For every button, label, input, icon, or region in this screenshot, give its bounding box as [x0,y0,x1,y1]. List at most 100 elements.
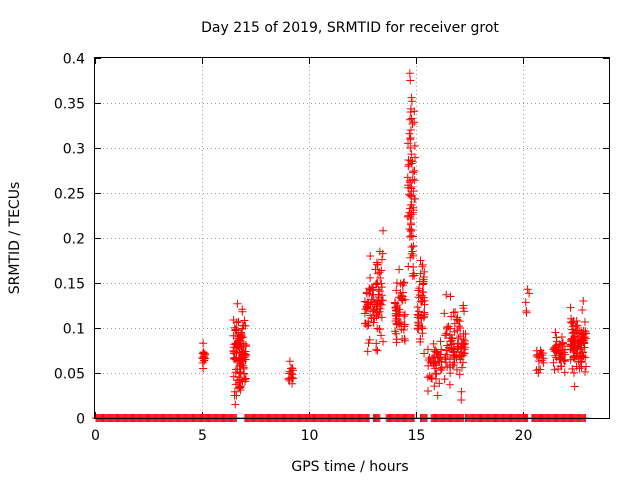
data-point [285,357,294,366]
data-point [391,299,400,308]
data-point [581,367,590,376]
data-point [375,325,384,334]
data-point [374,290,383,299]
data-point [579,338,588,347]
data-point [420,310,429,319]
data-point [405,232,414,241]
data-point [571,322,580,331]
data-point [229,372,238,381]
axis-ticks [95,58,609,419]
data-point [235,334,244,343]
data-point [404,139,413,148]
data-point [366,252,375,260]
data-point [398,281,407,290]
data-point [437,345,446,354]
data-point [452,354,461,363]
data-point [435,379,444,388]
data-point [418,280,427,289]
data-point [446,292,455,301]
y-tick-label: 0 [76,412,85,428]
x-axis-label: GPS time / hours [291,459,408,475]
data-point [235,336,244,345]
data-point [454,322,463,331]
data-point [432,348,441,357]
data-point [423,373,432,382]
data-point [415,307,424,316]
data-point [406,191,415,200]
data-point [400,320,409,329]
data-point [410,176,419,185]
data-point [229,331,238,340]
data-point [523,285,532,294]
data-point [560,357,569,366]
data-point [578,348,587,357]
data-point [414,286,423,295]
data-point [432,361,441,370]
data-point [461,330,470,339]
data-point [400,334,409,343]
data-point [410,118,419,127]
data-point [418,262,427,271]
data-point [433,391,442,400]
data-point [457,363,466,372]
data-point [447,312,456,321]
data-point [420,349,429,358]
x-tick-label: 5 [198,428,207,444]
data-point [556,340,565,349]
data-point [568,319,577,327]
data-point [390,327,399,336]
data-point [554,364,563,373]
data-point [569,368,578,377]
data-point [376,273,385,282]
data-point [417,298,426,307]
data-point [373,260,382,269]
data-point [404,262,413,271]
data-point [364,298,373,307]
data-point [444,343,453,352]
data-point [576,343,585,352]
data-point [240,316,249,325]
data-point [232,391,241,400]
data-point [408,119,417,128]
data-point [558,339,567,348]
data-point [406,76,415,85]
data-point [555,346,564,355]
data-point [427,373,436,382]
data-point [236,334,245,343]
data-point [429,339,438,348]
data-point [457,343,466,352]
data-point [375,268,384,277]
data-point [230,353,239,362]
data-point [424,387,433,395]
data-point [360,309,369,318]
data-point [394,310,403,319]
data-point [449,347,458,356]
data-point [443,362,452,371]
data-point [373,308,382,317]
data-point [409,251,418,260]
tick-labels: 0 0.05 0.1 0.15 0.2 0.25 0.3 0.35 0.4 0 5 10 15 20 [54,52,533,445]
data-point [369,318,378,327]
data-point [419,273,428,282]
data-point [416,269,425,278]
data-point [578,352,587,361]
data-point [416,337,425,346]
data-point [377,255,386,264]
data-point [460,349,469,358]
data-point [566,340,575,349]
data-point [455,317,464,326]
data-point [578,306,587,314]
data-point [231,355,240,364]
data-point [436,337,445,346]
data-point [538,356,547,365]
data-point [579,330,588,339]
data-point [560,368,569,377]
data-point [552,333,561,342]
data-point [373,279,382,287]
data-point [442,329,451,338]
data-point [573,321,582,330]
data-point [407,192,416,201]
data-point [236,368,245,377]
data-point [405,204,414,213]
